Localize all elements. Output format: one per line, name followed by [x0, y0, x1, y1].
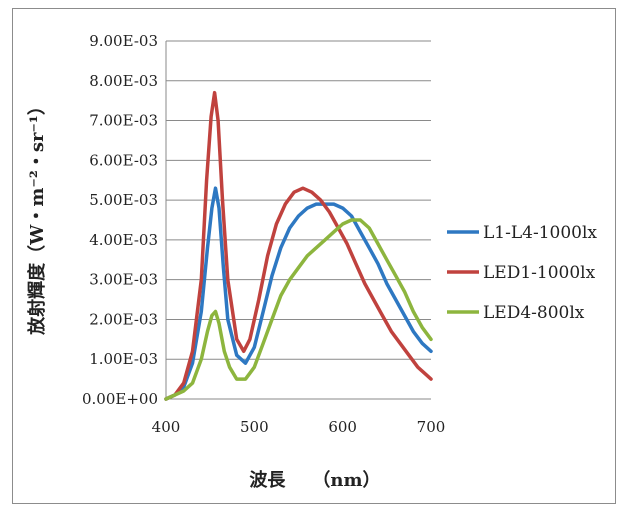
x-tick-labels: 400 500 600 700: [152, 418, 446, 436]
legend-label: LED4-800lx: [483, 303, 585, 323]
y-tick-label: 1.00E-03: [89, 350, 158, 368]
legend-label: LED1-1000lx: [483, 263, 596, 283]
x-tick-label: 400: [152, 418, 181, 436]
y-tick-label: 4.00E-03: [89, 231, 158, 249]
y-tick-label: 0.00E+00: [82, 390, 158, 408]
y-axis-title: 放射輝度（W・m⁻²・sr⁻¹）: [26, 97, 48, 336]
series-line-2: [164, 90, 433, 401]
chart-svg: 0.00E+00 1.00E-03 2.00E-03 3.00E-03 4.00E-03…: [26, 32, 597, 491]
y-tick-label: 6.00E-03: [89, 151, 158, 169]
x-tick-label: 700: [417, 418, 446, 436]
series-line-1: [164, 186, 433, 401]
y-tick-label: 2.00E-03: [89, 310, 158, 328]
series-line-3: [164, 218, 433, 401]
x-tick-label: 500: [240, 418, 269, 436]
chart-frame: 0.00E+00 1.00E-03 2.00E-03 3.00E-03 4.00E-03…: [12, 8, 616, 504]
x-axis-title: 波長 （nm）: [249, 469, 380, 491]
y-tick-label: 9.00E-03: [89, 32, 158, 50]
y-tick-labels: 0.00E+00 1.00E-03 2.00E-03 3.00E-03 4.00E-03…: [82, 32, 158, 408]
x-tick-label: 600: [328, 418, 357, 436]
legend-label: L1-L4-1000lx: [483, 223, 597, 243]
y-tick-label: 7.00E-03: [89, 112, 158, 130]
series-layer: [164, 90, 433, 401]
y-tick-label: 5.00E-03: [89, 191, 158, 209]
y-tick-label: 3.00E-03: [89, 271, 158, 289]
y-tick-label: 8.00E-03: [89, 72, 158, 90]
legend: L1-L4-1000lx LED1-1000lx LED4-800lx: [447, 223, 597, 323]
